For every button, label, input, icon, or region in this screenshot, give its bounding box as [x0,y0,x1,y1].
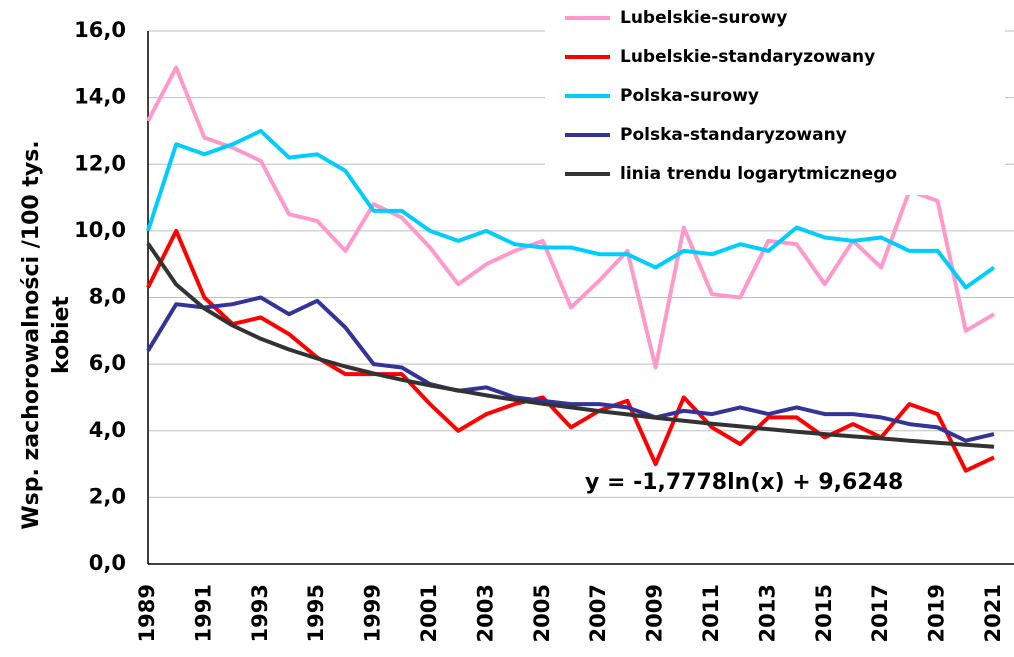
legend-label: Lubelskie-surowy [620,8,787,28]
x-tick-label: 1995 [304,584,328,642]
x-tick-label: 2001 [417,584,441,642]
y-tick-label: 0,0 [89,551,126,575]
y-tick-label: 10,0 [74,218,126,242]
x-tick-label: 2017 [868,584,892,642]
y-tick-label: 12,0 [74,151,126,175]
y-axis-label: Wsp. zachorowalności /100 tys. [19,140,44,529]
y-tick-label: 14,0 [74,85,126,109]
series-line [146,242,995,449]
x-tick-label: 2019 [925,584,949,642]
trend-equation: y = -1,7778ln(x) + 9,6248 [585,470,903,495]
series-line [146,128,996,290]
series-line [146,295,995,443]
y-tick-label: 2,0 [89,484,126,508]
x-tick-label: 2021 [981,584,1005,642]
legend-label: linia trendu logarytmicznego [620,164,897,184]
x-tick-label: 2003 [473,584,497,642]
y-tick-label: 8,0 [89,285,126,309]
legend-label: Polska-standaryzowany [620,125,847,145]
y-tick-label: 4,0 [89,418,126,442]
legend-label: Polska-surowy [620,86,759,106]
x-tick-label: 1991 [191,584,215,642]
series-line [146,228,995,473]
y-tick-label: 16,0 [74,18,126,42]
x-tick-label: 1993 [248,584,272,642]
x-tick-label: 2005 [530,584,554,642]
x-tick-label: 2011 [699,584,723,642]
x-tick-label: 2013 [755,584,779,642]
x-tick-label: 1989 [135,584,159,642]
legend-label: Lubelskie-standaryzowany [620,47,875,67]
x-tick-label: 1999 [361,584,385,642]
legend-background [545,0,1005,195]
x-tick-label: 2015 [812,584,836,642]
y-axis-label: kobiet [49,296,74,374]
x-tick-label: 2007 [586,584,610,642]
x-tick-label: 2009 [643,584,667,642]
y-tick-label: 6,0 [89,351,126,375]
